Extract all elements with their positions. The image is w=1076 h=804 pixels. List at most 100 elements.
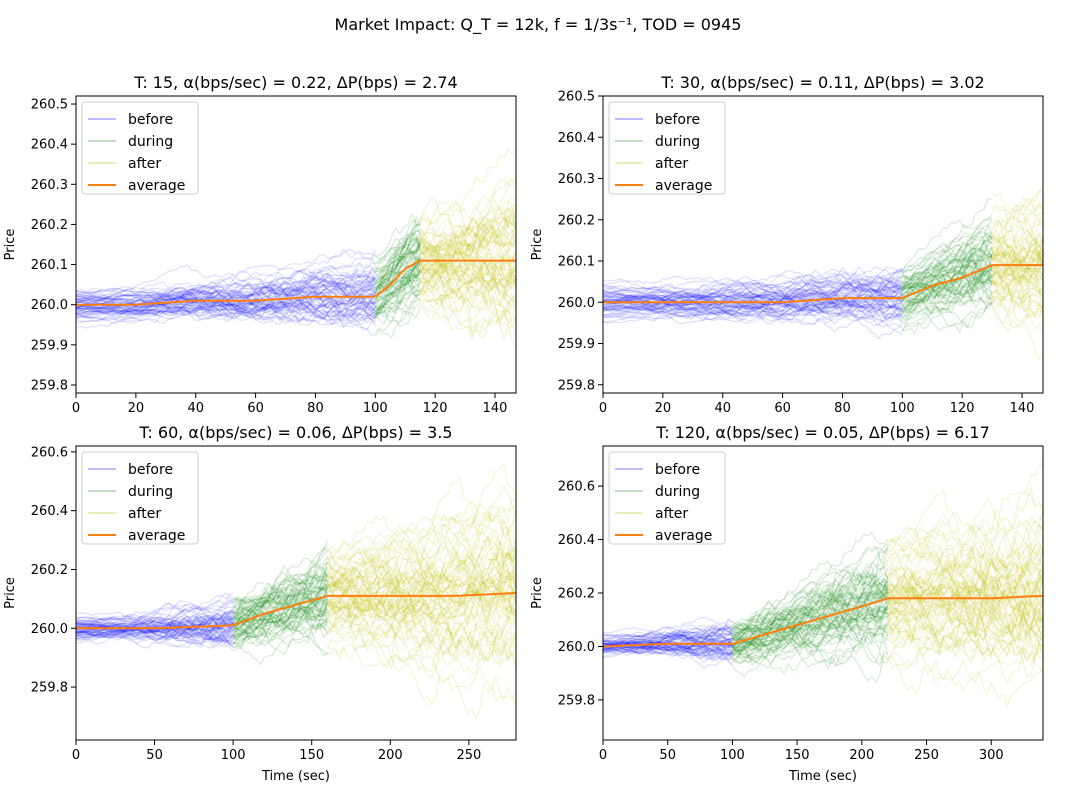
path-after <box>327 594 516 663</box>
path-during <box>232 603 328 641</box>
path-during <box>732 591 888 665</box>
path-after <box>887 567 1043 617</box>
path-during <box>732 595 889 656</box>
path-before <box>603 285 903 310</box>
legend: before during after average <box>608 101 726 195</box>
path-during <box>901 263 993 313</box>
x-tick-label: 150 <box>299 748 324 763</box>
path-before <box>603 629 733 645</box>
path-before <box>603 645 733 660</box>
path-during <box>732 560 889 649</box>
path-during <box>374 257 421 317</box>
path-during <box>374 258 421 301</box>
path-before <box>603 642 733 661</box>
path-after <box>887 587 1043 650</box>
path-before <box>603 286 903 319</box>
path-during <box>232 561 328 631</box>
x-tick-label: 50 <box>659 748 676 763</box>
axes-frame <box>602 95 1044 394</box>
legend-label-before: before <box>128 462 173 478</box>
path-after <box>991 234 1043 259</box>
path-during <box>374 263 421 303</box>
path-during <box>232 566 328 627</box>
path-during <box>901 253 993 292</box>
path-after <box>327 551 516 623</box>
path-before <box>76 297 376 323</box>
path-after <box>887 556 1043 650</box>
legend-label-average: average <box>128 528 185 544</box>
path-during <box>902 280 993 319</box>
y-tick-label: 260.2 <box>558 213 595 228</box>
path-after <box>887 600 1043 664</box>
path-before <box>76 621 234 640</box>
path-during <box>902 272 993 295</box>
path-before <box>76 303 376 325</box>
path-during <box>902 273 993 305</box>
path-after <box>419 255 516 284</box>
path-during <box>232 597 328 631</box>
path-before <box>603 275 903 309</box>
path-during <box>232 587 328 634</box>
path-before <box>603 280 903 302</box>
path-before <box>76 621 234 632</box>
path-during <box>902 277 993 292</box>
path-after <box>887 562 1043 638</box>
path-after <box>991 232 1043 262</box>
path-before <box>76 614 234 633</box>
path-during <box>232 608 328 630</box>
path-during <box>374 235 421 292</box>
path-after <box>887 580 1043 634</box>
path-after <box>991 274 1043 319</box>
path-before <box>76 612 234 639</box>
path-before <box>76 264 376 304</box>
path-after <box>887 557 1043 627</box>
y-tick-label: 260.1 <box>31 258 68 273</box>
path-before <box>76 628 234 646</box>
path-during <box>374 258 421 279</box>
path-after <box>419 253 516 306</box>
path-before <box>76 612 234 642</box>
path-before <box>603 299 903 322</box>
path-during <box>732 579 889 642</box>
path-after <box>887 564 1043 619</box>
path-before <box>603 276 903 306</box>
path-during <box>901 264 993 307</box>
path-after <box>887 602 1043 641</box>
path-before <box>603 268 903 318</box>
path-during <box>732 586 889 663</box>
path-during <box>731 606 889 676</box>
path-during <box>901 292 993 329</box>
path-after <box>887 561 1043 616</box>
path-after <box>887 575 1043 644</box>
path-before <box>76 617 234 645</box>
path-during <box>375 212 421 257</box>
y-tick-label: 260.3 <box>31 178 68 193</box>
price-paths <box>76 462 516 720</box>
path-before <box>603 639 733 650</box>
path-before <box>603 645 733 658</box>
y-tick-label: 260.3 <box>558 172 595 187</box>
path-during <box>901 250 993 283</box>
path-during <box>902 254 993 288</box>
path-during <box>902 271 993 310</box>
path-during <box>731 599 889 667</box>
path-after <box>327 559 516 619</box>
path-during <box>902 248 993 305</box>
panel-t120: 0 50 100 150 200 250 300 259.8 260.0 260.2 260.4 26… <box>530 423 1044 784</box>
path-before <box>603 299 903 327</box>
path-during <box>232 589 328 622</box>
path-before <box>76 629 234 648</box>
path-after <box>419 235 516 290</box>
path-before <box>76 275 376 314</box>
path-before <box>76 616 234 643</box>
path-after <box>991 284 1043 303</box>
path-during <box>374 228 421 272</box>
path-during <box>732 591 889 664</box>
legend-label-during: during <box>128 484 173 500</box>
path-during <box>232 613 328 638</box>
path-after <box>327 604 516 662</box>
path-before <box>76 261 376 302</box>
path-after <box>419 226 516 296</box>
path-during <box>902 242 993 273</box>
path-after <box>887 462 1043 551</box>
